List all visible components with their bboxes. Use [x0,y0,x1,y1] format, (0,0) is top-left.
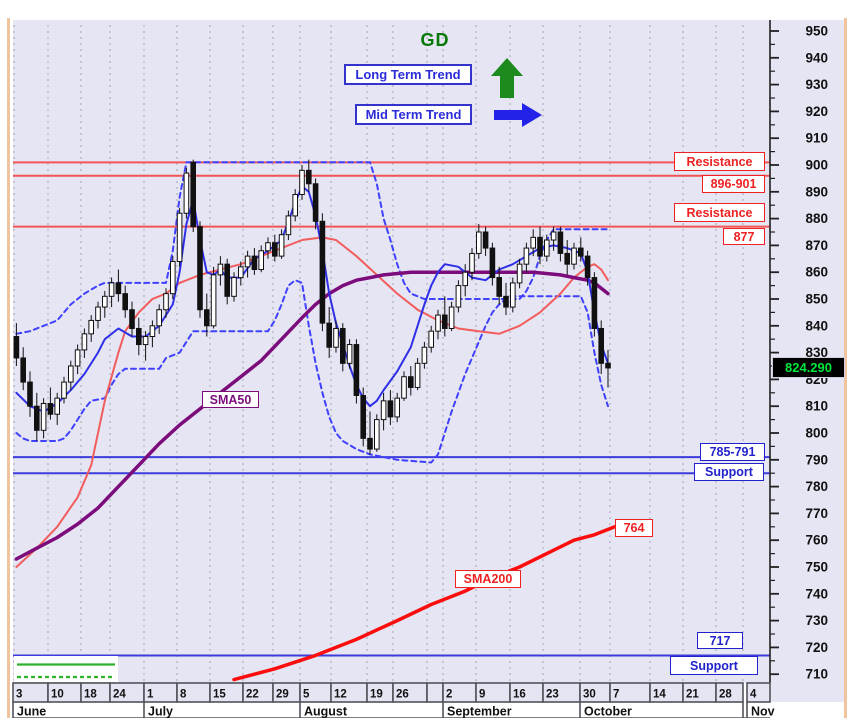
y-axis-label: 850 [805,292,828,307]
mini-legend [14,656,118,682]
week-label: 29 [276,689,289,701]
week-label: 18 [84,689,97,701]
week-label: 19 [370,689,383,701]
y-axis-label: 860 [805,265,828,280]
month-label: September [447,705,512,718]
y-axis-label: 920 [805,104,828,119]
week-label: 22 [246,689,259,701]
series-ma-medium-red [15,236,609,568]
week-label: 30 [583,689,596,701]
y-axis-label: 940 [805,50,828,65]
y-axis-label: 750 [805,560,828,575]
week-label: 1 [147,689,154,701]
y-axis-label: 710 [805,667,828,682]
y-axis-label: 800 [805,426,828,441]
week-label: 21 [686,689,699,701]
level-label-resistance: Resistance [674,152,765,171]
y-axis-label: 810 [805,399,828,414]
candlesticks [13,159,611,455]
y-axis-label: 880 [805,211,828,226]
y-axis-label: 900 [805,158,828,173]
series-sma200 [232,525,617,682]
y-axis-label: 720 [805,640,828,655]
band-series [15,161,609,464]
y-axis-label: 950 [805,24,828,39]
y-axis-label: 740 [805,586,828,601]
week-label: 15 [213,689,226,701]
series-band-lower [15,279,609,464]
support-resistance-lines [13,161,770,657]
week-label: 7 [613,689,619,701]
month-label: August [304,705,348,718]
y-axis: 950 940 930 920 910 900 890 880 870 860 850 840 830 8… [769,20,828,683]
week-label: 16 [513,689,526,701]
month-label: July [148,705,173,718]
level-label-support: Support [670,656,758,675]
week-label: 23 [546,689,559,701]
month-label: June [17,705,46,718]
x-axis-months: June July August September October Nov [12,702,775,718]
level-label-sma200: SMA200 [455,570,521,588]
long-term-trend-label: Long Term Trend [344,64,472,85]
month-label: Nov [751,705,775,718]
y-axis-label: 840 [805,318,828,333]
y-axis-label: 870 [805,238,828,253]
level-label-764: 764 [615,519,653,537]
series-band-upper [15,161,609,335]
month-label: October [584,705,632,718]
week-label: 26 [396,689,409,701]
y-axis-label: 780 [805,479,828,494]
week-label: 24 [113,689,126,701]
week-label: 2 [446,689,452,701]
week-label: 5 [303,689,310,701]
level-label-resistance: Resistance [674,203,765,222]
series-sma50 [14,270,610,561]
week-label: 8 [180,689,187,701]
week-label: 10 [51,689,64,701]
last-price-tag: 824.290 [772,357,845,378]
week-label: 9 [479,689,485,701]
level-label-support: Support [694,463,764,481]
week-label: 12 [334,689,347,701]
y-axis-label: 910 [805,131,828,146]
y-axis-label: 890 [805,184,828,199]
right-arrow-icon [494,103,542,127]
level-label-877: 877 [723,228,765,245]
frame-accents [7,18,847,718]
level-label-717: 717 [697,632,743,649]
level-label-785-791: 785-791 [700,443,765,461]
y-axis-label: 760 [805,533,828,548]
y-axis-label: 930 [805,77,828,92]
level-label-sma50: SMA50 [202,391,259,408]
week-label: 4 [750,689,757,701]
y-axis-label: 730 [805,613,828,628]
mid-term-trend-label: Mid Term Trend [355,104,472,125]
week-label: 14 [653,689,666,701]
symbol-title: GD [420,30,450,50]
x-axis-weeks: 3 10 18 24 1 8 15 22 29 5 12 19 26 2 9 16 23 30 7 14 21 28 4 [12,682,771,703]
up-arrow-icon [491,58,523,98]
week-label: 28 [719,689,732,701]
week-label: 3 [16,689,22,701]
y-axis-label: 790 [805,452,828,467]
y-axis-label: 770 [805,506,828,521]
level-label-896-901: 896-901 [702,175,765,193]
y-axis-label: 830 [805,345,828,360]
